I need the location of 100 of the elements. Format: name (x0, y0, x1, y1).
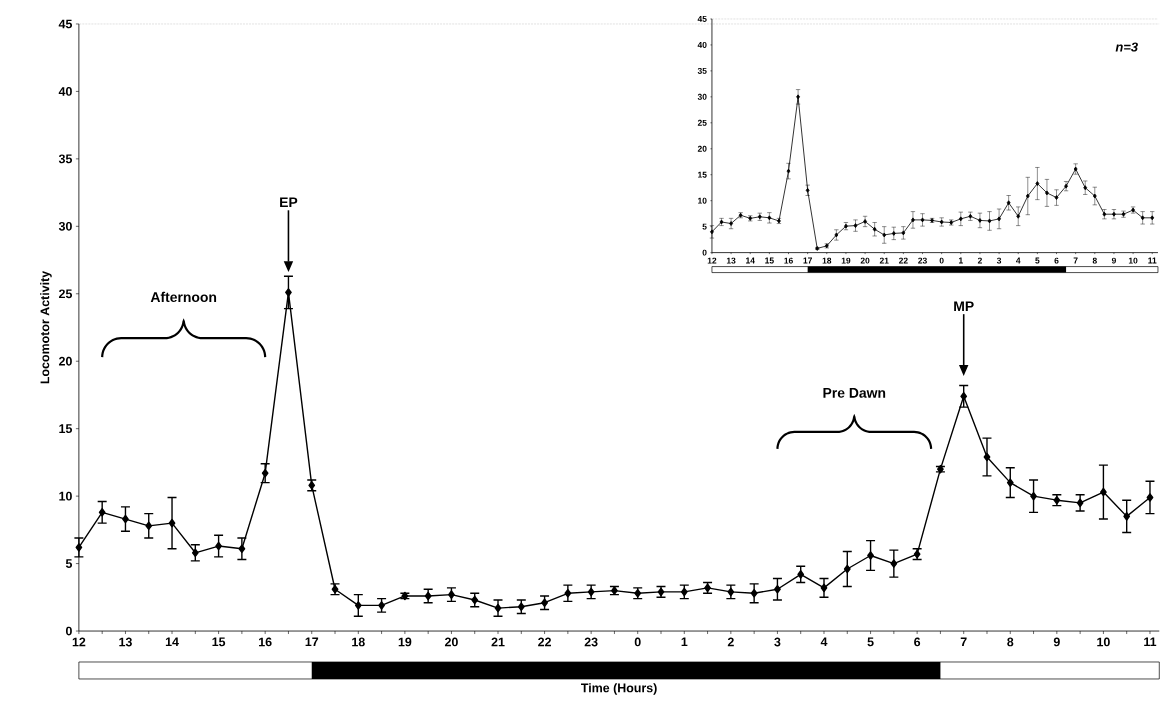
point (797, 570, 805, 579)
point (983, 452, 991, 462)
x-tick-label: 20 (444, 637, 458, 647)
point (901, 230, 906, 236)
point (1092, 193, 1097, 199)
x-tick-label: 15 (765, 257, 774, 264)
y-tick-label: 15 (698, 171, 707, 178)
point (920, 217, 925, 223)
annotation: Afternoon (150, 291, 217, 303)
x-tick-label: 15 (212, 637, 226, 647)
x-tick-label: 10 (1128, 257, 1138, 264)
point (494, 603, 502, 613)
annotation: EP (280, 197, 298, 208)
point (820, 583, 828, 593)
y-tick-label: 30 (58, 221, 72, 231)
point (710, 229, 714, 235)
point (191, 548, 199, 558)
point (1146, 493, 1154, 502)
y-tick-label: 10 (698, 197, 707, 204)
point (796, 94, 800, 100)
y-axis-title: Locomotor Activity (40, 270, 52, 384)
x-tick-label: 4 (820, 637, 828, 647)
point (872, 226, 877, 232)
x-tick-label: 6 (914, 637, 921, 647)
x-tick-label: 3 (996, 257, 1002, 264)
point (354, 601, 362, 610)
x-tick-label: 8 (1007, 637, 1014, 647)
x-tick-label: 8 (1092, 257, 1097, 264)
point (1025, 193, 1030, 199)
x-axis-title: Time (Hours) (581, 683, 657, 695)
x-tick-label: 11 (1144, 637, 1157, 647)
point (867, 551, 874, 560)
point (891, 231, 896, 236)
point (911, 217, 915, 223)
x-tick-label: 22 (898, 257, 908, 264)
x-tick-label: 5 (1035, 257, 1040, 264)
point (1016, 213, 1021, 219)
x-tick-label: 17 (305, 637, 319, 647)
x-tick-label: 11 (1148, 257, 1157, 264)
y-tick-label: 15 (59, 424, 73, 434)
point (750, 589, 758, 598)
point (1083, 185, 1088, 191)
point (1030, 491, 1037, 501)
point (1006, 478, 1014, 487)
point (960, 392, 968, 401)
y-tick-label: 5 (65, 559, 73, 568)
point (882, 232, 887, 238)
point (261, 468, 269, 478)
x-tick-label: 19 (398, 637, 412, 647)
point (843, 564, 851, 574)
x-tick-label: 9 (1111, 257, 1116, 264)
y-tick-label: 45 (697, 16, 707, 22)
x-tick-label: 13 (726, 257, 736, 264)
point (958, 216, 963, 222)
x-tick-label: 1 (681, 637, 688, 647)
y-tick-label: 25 (58, 289, 73, 299)
point (786, 168, 791, 174)
point (98, 508, 106, 517)
x-tick-label: 18 (352, 637, 365, 647)
x-tick-label: 6 (1054, 257, 1059, 264)
x-tick-label: 21 (491, 637, 505, 647)
point (890, 559, 898, 568)
point (1140, 215, 1145, 221)
x-tick-label: 7 (1073, 257, 1078, 264)
x-tick-label: 19 (841, 257, 851, 264)
x-tick-label: 23 (584, 637, 598, 647)
x-tick-label: 10 (1097, 637, 1110, 647)
x-tick-label: 2 (727, 637, 734, 647)
point (1123, 512, 1131, 521)
point (215, 541, 222, 551)
x-tick-label: 3 (774, 637, 781, 647)
y-tick-label: 5 (702, 223, 707, 230)
point (1006, 200, 1011, 206)
point (997, 216, 1001, 222)
point (1076, 498, 1084, 508)
y-tick-label: 40 (58, 87, 72, 96)
annotation: n=3 (1115, 42, 1138, 52)
annotation: Pre Dawn (823, 388, 886, 398)
x-tick-label: 5 (867, 637, 874, 647)
y-tick-label: 10 (59, 491, 72, 501)
x-tick-label: 13 (119, 637, 132, 647)
annotation: MP (954, 301, 974, 312)
point (238, 544, 246, 554)
x-tick-label: 2 (977, 257, 982, 264)
point (774, 584, 781, 594)
x-tick-label: 9 (1053, 637, 1060, 647)
point (122, 514, 129, 524)
point (1045, 190, 1049, 196)
y-tick-label: 20 (697, 145, 707, 152)
point (853, 223, 858, 229)
point (168, 518, 176, 528)
x-tick-label: 4 (1016, 257, 1021, 264)
x-tick-label: 16 (259, 637, 272, 647)
point (564, 589, 572, 598)
x-tick-label: 0 (939, 257, 944, 264)
x-tick-label: 14 (746, 257, 755, 264)
x-tick-label: 21 (879, 257, 889, 264)
y-tick-label: 30 (697, 93, 707, 100)
point (145, 521, 153, 531)
y-tick-label: 25 (697, 119, 707, 126)
